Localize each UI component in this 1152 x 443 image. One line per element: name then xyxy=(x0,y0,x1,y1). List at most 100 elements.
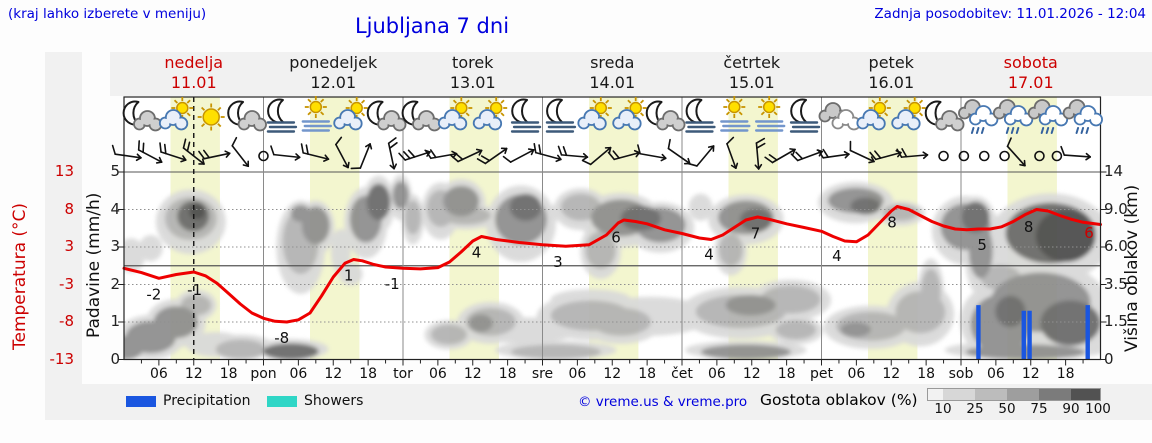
svg-text:-8: -8 xyxy=(274,329,289,347)
weather-icon-c xyxy=(818,102,861,131)
weather-icon-sf xyxy=(301,96,333,132)
credit-link[interactable]: © vreme.us & vreme.pro xyxy=(578,394,748,410)
svg-text:5: 5 xyxy=(977,236,987,254)
cloud-density-legend-label: Gostota oblakov (%) xyxy=(760,391,918,409)
axis-tick: 4 xyxy=(110,199,120,218)
axis-tick: 14 xyxy=(1104,162,1124,180)
svg-text:-1: -1 xyxy=(385,275,400,293)
legend-precipitation-swatch xyxy=(126,396,156,407)
axis-tick: -13 xyxy=(49,349,75,368)
day-abbr-label: čet xyxy=(671,366,693,382)
weather-icon-mf xyxy=(510,98,542,133)
day-abbr-label: pon xyxy=(250,366,277,382)
weather-icon-mf xyxy=(685,98,716,133)
hour-label: 06 xyxy=(568,366,587,382)
weather-icon-s xyxy=(197,103,225,131)
weather-icon-sc xyxy=(158,97,194,131)
axis-tick: 0 xyxy=(110,349,120,368)
cloud-scale-label: 75 xyxy=(1030,401,1048,417)
day-header-sobota: sobota 17.01 xyxy=(1003,53,1058,92)
weather-icon-sf xyxy=(754,96,786,132)
last-updated: Zadnja posodobitev: 11.01.2026 - 12:04 xyxy=(874,6,1146,22)
day-abbr-label: tor xyxy=(393,366,413,382)
weather-icon-sc xyxy=(472,97,508,131)
weather-icon-cr xyxy=(1062,99,1103,134)
hour-label: 06 xyxy=(847,366,866,382)
legend-precipitation-label: Precipitation xyxy=(163,393,251,409)
hour-label: 18 xyxy=(777,366,796,382)
hour-label: 12 xyxy=(324,366,343,382)
weather-icon-mc xyxy=(645,100,686,132)
hour-label: 12 xyxy=(1021,366,1040,382)
hour-label: 12 xyxy=(603,366,622,382)
cloud-scale-label: 100 xyxy=(1085,401,1111,417)
day-abbr-label: pet xyxy=(810,366,833,382)
weather-icon-cr xyxy=(1027,99,1069,134)
hour-label: 18 xyxy=(638,366,657,382)
cloud-scale-label: 10 xyxy=(934,401,952,417)
cloud-scale-segment xyxy=(943,388,975,401)
left-axis-band xyxy=(45,52,82,384)
axis-tick: -8 xyxy=(59,312,74,330)
weather-icon-mf xyxy=(545,98,577,133)
hour-label: 06 xyxy=(428,366,447,382)
cloud-scale-segment xyxy=(975,388,1007,401)
svg-text:6: 6 xyxy=(611,229,621,247)
hour-label: 12 xyxy=(463,366,482,382)
cloud-scale-segment xyxy=(1007,388,1039,401)
day-header-petek: petek 16.01 xyxy=(868,53,915,92)
legend-showers-label: Showers xyxy=(304,393,364,409)
hour-label: 12 xyxy=(184,366,203,382)
hour-label: 18 xyxy=(1056,366,1075,382)
axis-tick: 5 xyxy=(110,162,120,180)
weather-icon-mc xyxy=(924,100,965,132)
svg-text:4: 4 xyxy=(704,245,714,263)
svg-text:4: 4 xyxy=(832,247,842,265)
weather-icon-mc xyxy=(366,100,407,132)
location-hint: (kraj lahko izberete v meniju) xyxy=(8,6,207,22)
weather-icon-sf xyxy=(720,96,751,132)
hour-label: 18 xyxy=(219,366,238,382)
weather-icon-sc xyxy=(333,97,368,131)
weather-icon-sc xyxy=(612,97,647,131)
cloud-scale-label: 90 xyxy=(1062,401,1080,417)
svg-text:-2: -2 xyxy=(146,285,161,303)
hour-label: 06 xyxy=(986,366,1005,382)
weather-icon-mc xyxy=(401,100,442,132)
axis-tick: 3.5 xyxy=(1104,274,1128,293)
axis-tick: 3 xyxy=(64,237,74,255)
weather-icon-mc xyxy=(122,100,163,132)
hour-label: 18 xyxy=(359,366,378,382)
weather-icon-sc xyxy=(437,97,473,131)
hour-label: 12 xyxy=(742,366,761,382)
day-abbr-label: sre xyxy=(531,366,554,382)
day-header-ponedeljek: ponedeljek 12.01 xyxy=(289,53,378,92)
axis-tick: -3 xyxy=(59,274,74,293)
svg-text:1: 1 xyxy=(344,267,354,285)
weather-icon-sc xyxy=(856,97,891,131)
hour-label: 18 xyxy=(917,366,936,382)
axis-tick: 1.5 xyxy=(1104,312,1128,330)
day-header-nedelja: nedelja 11.01 xyxy=(164,53,224,92)
axis-tick: 13 xyxy=(54,162,74,180)
hour-label: 12 xyxy=(882,366,901,382)
day-header-četrtek: četrtek 15.01 xyxy=(723,53,781,92)
page-title: Ljubljana 7 dni xyxy=(354,14,510,38)
cloud-scale-label: 50 xyxy=(998,401,1016,417)
axis-tick: 8 xyxy=(64,199,74,218)
cloud-scale-segment xyxy=(1071,388,1101,401)
svg-text:-1: -1 xyxy=(187,281,202,299)
day-abbr-label: sob xyxy=(948,366,974,382)
svg-text:8: 8 xyxy=(1024,218,1034,236)
cloud-scale-label: 25 xyxy=(966,401,984,417)
cloud-scale-segment xyxy=(1039,388,1071,401)
axis-tick: 9.0 xyxy=(1104,199,1128,218)
day-header-band xyxy=(110,52,1152,96)
hour-label: 18 xyxy=(498,366,517,382)
weather-icon-mf xyxy=(789,98,821,133)
hour-label: 06 xyxy=(289,366,308,382)
axis-tick: 2 xyxy=(110,274,120,293)
day-header-torek: torek 13.01 xyxy=(449,53,496,92)
